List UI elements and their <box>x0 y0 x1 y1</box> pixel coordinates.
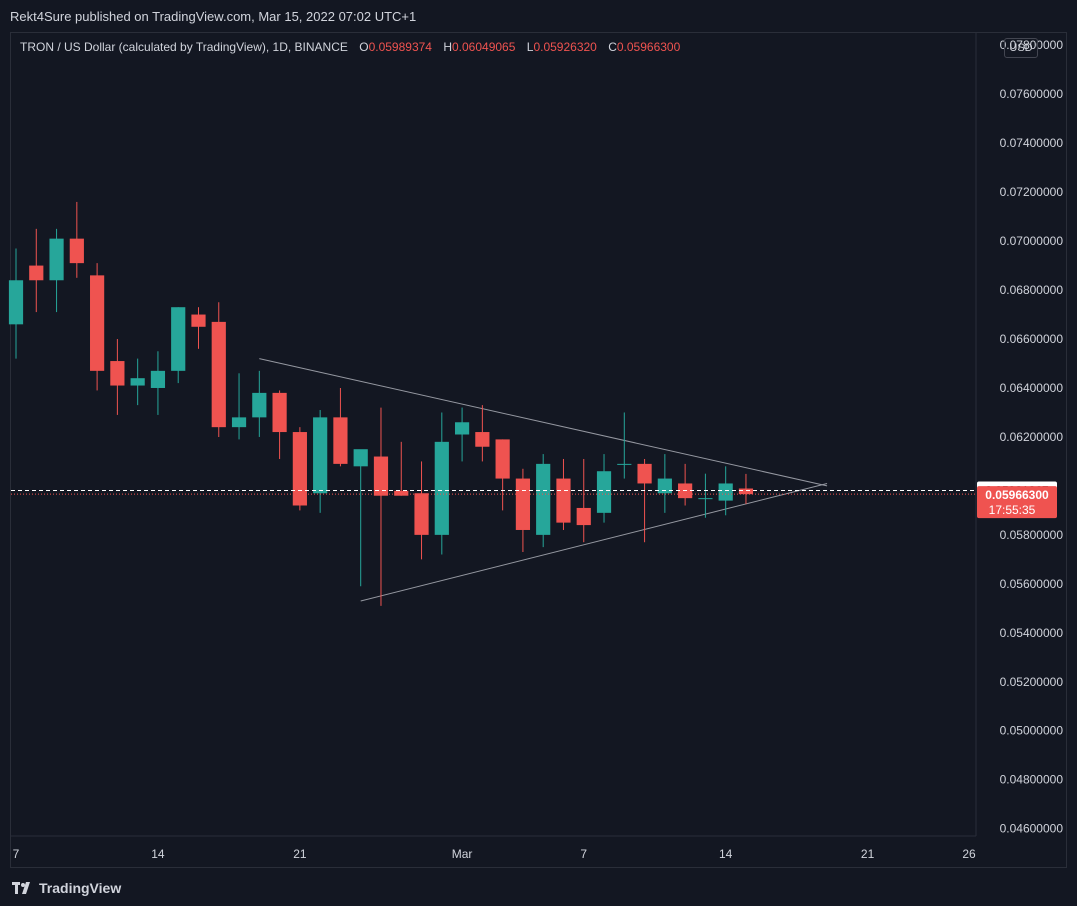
candle-body <box>475 432 490 447</box>
candle-body <box>130 378 145 386</box>
candle-body <box>110 361 125 386</box>
candle-body <box>333 417 348 464</box>
x-tick-label: 14 <box>719 847 733 861</box>
close-label: C <box>608 40 617 54</box>
x-tick-label: 14 <box>151 847 165 861</box>
footer: TradingView <box>0 870 1077 906</box>
candle-body <box>29 265 44 281</box>
candle-body <box>150 370 166 388</box>
candle-body <box>252 392 267 418</box>
close-price-label: 0.05966300 <box>985 488 1049 502</box>
high-label: H <box>443 40 452 54</box>
symbol-legend: TRON / US Dollar (calculated by TradingV… <box>20 40 680 54</box>
candle-body <box>434 441 449 535</box>
y-tick-label: 0.04600000 <box>1000 822 1064 836</box>
candle-body <box>698 498 713 500</box>
low-label: L <box>526 40 534 54</box>
open-value: 0.05989374 <box>368 40 432 54</box>
candle-body <box>657 478 672 494</box>
candle-body <box>515 478 531 530</box>
y-tick-label: 0.05000000 <box>1000 724 1064 738</box>
y-tick-label: 0.06800000 <box>1000 283 1064 297</box>
y-tick-label: 0.06400000 <box>1000 381 1064 395</box>
candle-body <box>576 507 591 526</box>
x-tick-label: 7 <box>13 847 20 861</box>
candle-body <box>171 307 186 371</box>
y-tick-label: 0.06600000 <box>1000 332 1064 346</box>
candle-body <box>353 449 368 467</box>
candle-body <box>49 238 64 281</box>
tradingview-logo-icon <box>12 882 30 894</box>
y-tick-label: 0.05600000 <box>1000 577 1064 591</box>
bar-countdown: 17:55:35 <box>989 503 1036 517</box>
candle-body <box>718 483 733 501</box>
candle-body <box>414 493 429 535</box>
candle-body <box>191 314 206 327</box>
candle-body <box>596 471 612 513</box>
y-tick-label: 0.07200000 <box>1000 185 1064 199</box>
y-tick-label: 0.04800000 <box>1000 773 1064 787</box>
y-tick-label: 0.06200000 <box>1000 430 1064 444</box>
trendline <box>259 358 828 487</box>
currency-button[interactable]: USD <box>1004 38 1038 58</box>
y-tick-label: 0.05400000 <box>1000 626 1064 640</box>
chart-frame <box>10 32 1067 868</box>
close-price-label-box <box>977 486 1057 519</box>
y-tick-label: 0.05200000 <box>1000 675 1064 689</box>
tradingview-logo[interactable]: TradingView <box>12 880 121 896</box>
x-tick-label: 21 <box>293 847 307 861</box>
tradingview-logo-text: TradingView <box>39 880 122 896</box>
candle-body <box>272 392 287 433</box>
candle-body <box>211 321 226 428</box>
candle-body <box>556 478 571 523</box>
x-tick-label: 26 <box>962 847 976 861</box>
low-value: 0.05926320 <box>533 40 597 54</box>
candle-body <box>373 456 389 496</box>
x-tick-label: 7 <box>580 847 587 861</box>
candle-body <box>231 417 247 428</box>
candle-body <box>90 275 105 371</box>
high-value: 0.06049065 <box>452 40 516 54</box>
candle-body <box>69 238 84 264</box>
x-tick-label: 21 <box>861 847 875 861</box>
trendline <box>360 482 828 602</box>
candle-body <box>454 422 470 435</box>
y-tick-label: 0.07600000 <box>1000 87 1064 101</box>
symbol-title: TRON / US Dollar (calculated by TradingV… <box>20 40 348 54</box>
y-tick-label: 0.07400000 <box>1000 136 1064 150</box>
y-tick-label: 0.07800000 <box>1000 38 1064 52</box>
candle-body <box>536 463 551 535</box>
candle-body <box>617 463 632 465</box>
y-tick-label: 0.05800000 <box>1000 528 1064 542</box>
x-tick-label: Mar <box>452 847 473 861</box>
y-tick-label: 0.07000000 <box>1000 234 1064 248</box>
open-label: O <box>359 40 369 54</box>
publisher-caption: Rekt4Sure published on TradingView.com, … <box>10 9 417 24</box>
candle-body <box>292 432 307 506</box>
candle-body <box>8 280 24 325</box>
candle-body <box>394 490 409 496</box>
candle-body <box>495 439 510 479</box>
top-bar: Rekt4Sure published on TradingView.com, … <box>0 0 1077 32</box>
candle-body <box>637 463 652 484</box>
close-value: 0.05966300 <box>616 40 681 54</box>
candle-body <box>738 488 754 495</box>
candle-body <box>313 417 328 494</box>
